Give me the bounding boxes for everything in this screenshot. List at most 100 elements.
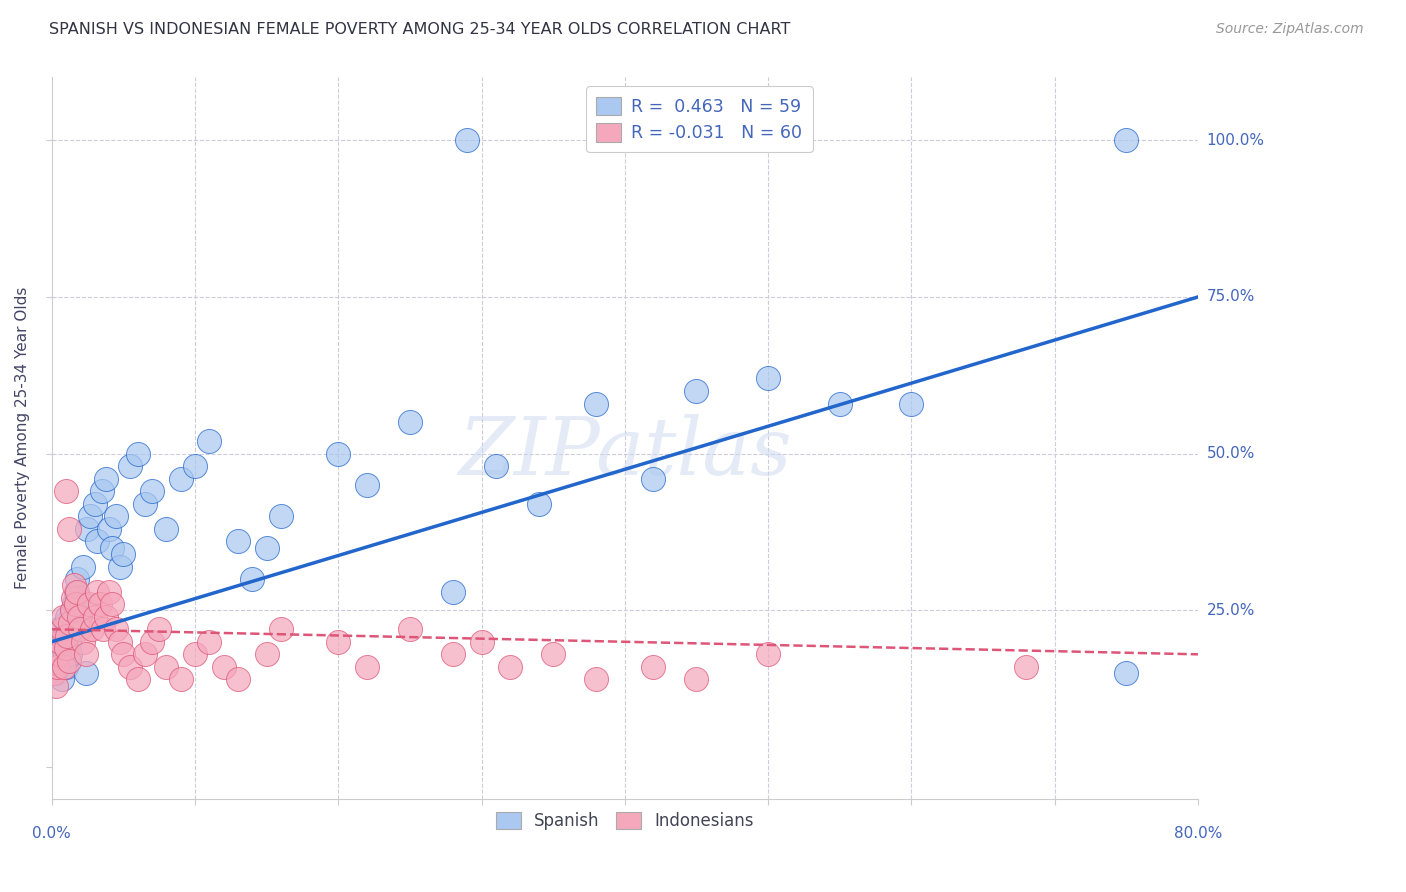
Point (48, 648, 70, 662)
Point (643, 472, 665, 486)
Point (127, 447, 149, 461)
Point (53, 660, 76, 674)
Point (585, 396, 607, 410)
Point (100, 597, 122, 611)
Point (69, 609, 91, 624)
Text: 0.0%: 0.0% (32, 826, 70, 841)
Point (76, 522, 98, 536)
Point (65, 584, 87, 599)
Point (91, 622, 114, 636)
Point (83, 609, 105, 624)
Point (527, 497, 550, 511)
Point (356, 660, 378, 674)
Text: Source: ZipAtlas.com: Source: ZipAtlas.com (1216, 22, 1364, 37)
Point (541, 648, 564, 662)
Point (46, 634, 69, 648)
Point (184, 648, 207, 662)
Point (90, 484, 112, 499)
Point (212, 660, 235, 674)
Point (120, 660, 142, 674)
Point (75, 648, 97, 662)
Point (55, 660, 77, 674)
Point (56, 609, 79, 624)
Point (66, 572, 89, 586)
Text: 75.0%: 75.0% (1206, 289, 1254, 304)
Point (110, 559, 132, 574)
Point (270, 622, 292, 636)
Point (94, 472, 117, 486)
Point (100, 541, 122, 555)
Point (1015, 660, 1038, 674)
Point (44, 666, 66, 681)
Point (52, 609, 75, 624)
Point (900, 396, 922, 410)
Point (55, 484, 77, 499)
Point (63, 578, 86, 592)
Point (105, 622, 128, 636)
Text: 25.0%: 25.0% (1206, 603, 1254, 618)
Point (49, 654, 72, 668)
Point (66, 584, 89, 599)
Point (169, 673, 191, 687)
Point (828, 396, 851, 410)
Point (75, 666, 97, 681)
Point (169, 472, 191, 486)
Point (198, 434, 221, 449)
Point (110, 634, 132, 648)
Point (62, 603, 84, 617)
Point (105, 509, 128, 524)
Point (72, 634, 94, 648)
Point (112, 547, 135, 561)
Point (398, 622, 420, 636)
Point (48, 622, 70, 636)
Point (94, 609, 117, 624)
Y-axis label: Female Poverty Among 25-34 Year Olds: Female Poverty Among 25-34 Year Olds (15, 287, 30, 590)
Legend: Spanish, Indonesians: Spanish, Indonesians (489, 805, 761, 837)
Point (67, 609, 90, 624)
Point (86, 534, 108, 549)
Point (112, 648, 135, 662)
Point (55, 615, 77, 630)
Point (155, 660, 177, 674)
Text: 100.0%: 100.0% (1206, 133, 1264, 148)
Point (1115, 666, 1137, 681)
Point (46, 660, 69, 674)
Point (120, 459, 142, 474)
Point (134, 648, 156, 662)
Point (756, 371, 779, 385)
Text: 80.0%: 80.0% (1174, 826, 1222, 841)
Point (65, 597, 87, 611)
Point (63, 597, 86, 611)
Point (226, 673, 249, 687)
Point (441, 584, 464, 599)
Point (59, 648, 82, 662)
Point (226, 534, 249, 549)
Point (328, 634, 350, 648)
Point (53, 628, 76, 642)
Point (67, 591, 90, 605)
Point (45, 679, 67, 693)
Text: 50.0%: 50.0% (1206, 446, 1254, 461)
Point (198, 634, 221, 648)
Point (485, 459, 508, 474)
Point (97, 522, 120, 536)
Point (51, 622, 73, 636)
Text: SPANISH VS INDONESIAN FEMALE POVERTY AMONG 25-34 YEAR OLDS CORRELATION CHART: SPANISH VS INDONESIAN FEMALE POVERTY AMO… (49, 22, 790, 37)
Point (49, 634, 72, 648)
Point (141, 634, 163, 648)
Point (685, 384, 707, 398)
Point (86, 584, 108, 599)
Point (97, 584, 120, 599)
Point (69, 622, 91, 636)
Point (398, 415, 420, 429)
Point (456, 133, 478, 147)
Point (58, 654, 80, 668)
Point (240, 572, 263, 586)
Point (155, 522, 177, 536)
Point (441, 648, 464, 662)
Point (270, 509, 292, 524)
Point (59, 615, 82, 630)
Point (356, 478, 378, 492)
Point (55, 641, 77, 656)
Point (72, 559, 94, 574)
